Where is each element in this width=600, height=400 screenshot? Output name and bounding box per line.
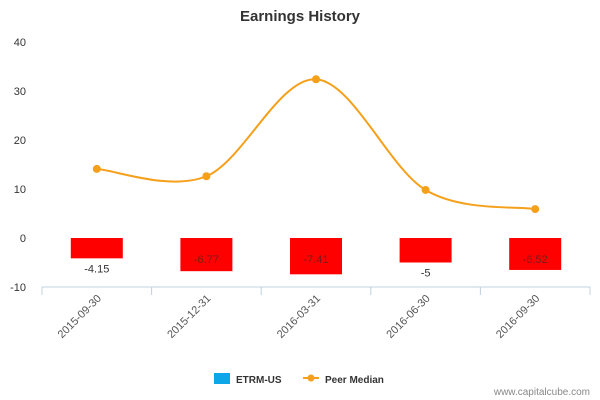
y-tick-label: 40: [14, 37, 26, 49]
credit-text: www.capitalcube.com: [493, 387, 590, 398]
line-point: [202, 172, 211, 181]
line-series: [92, 75, 540, 214]
x-tick-label: 2015-12-31: [165, 293, 213, 341]
bar-series: [70, 238, 562, 275]
legend[interactable]: ETRM-US Peer Median: [214, 373, 384, 386]
x-tick-label: 2015-09-30: [56, 293, 104, 341]
legend-label-peer[interactable]: Peer Median: [325, 375, 384, 386]
bar: [290, 238, 342, 275]
bar-data-label: -6.77: [194, 254, 219, 266]
peer-median-line: [96, 78, 536, 211]
bar: [399, 238, 452, 263]
line-point: [312, 75, 320, 84]
bar-data-label: -6.52: [523, 254, 548, 266]
bar: [180, 238, 233, 272]
y-tick-label: -10: [10, 282, 26, 294]
bar-data-label: -7.41: [303, 254, 328, 266]
y-tick-label: 10: [14, 184, 26, 196]
y-tick-label: 20: [14, 135, 26, 147]
legend-marker-peer: [307, 374, 315, 382]
bar: [509, 238, 562, 270]
y-tick-label: 30: [14, 86, 26, 98]
line-point: [421, 185, 430, 194]
line-point: [92, 164, 101, 173]
x-tick-label: 2016-06-30: [384, 293, 432, 341]
bar: [70, 238, 123, 259]
legend-swatch-etrm: [214, 373, 230, 384]
x-tick-label: 2016-03-31: [275, 293, 323, 341]
line-point: [531, 205, 540, 214]
bar-data-label: -5: [421, 268, 431, 280]
bar-data-label: -4.15: [84, 263, 109, 275]
y-tick-label: 0: [20, 233, 26, 245]
x-tick-label: 2016-09-30: [494, 293, 542, 341]
legend-label-etrm[interactable]: ETRM-US: [236, 375, 282, 386]
data-labels: -4.15 -6.77 -7.41 -5 -6.52: [84, 254, 547, 280]
chart-title: Earnings History: [240, 8, 361, 25]
